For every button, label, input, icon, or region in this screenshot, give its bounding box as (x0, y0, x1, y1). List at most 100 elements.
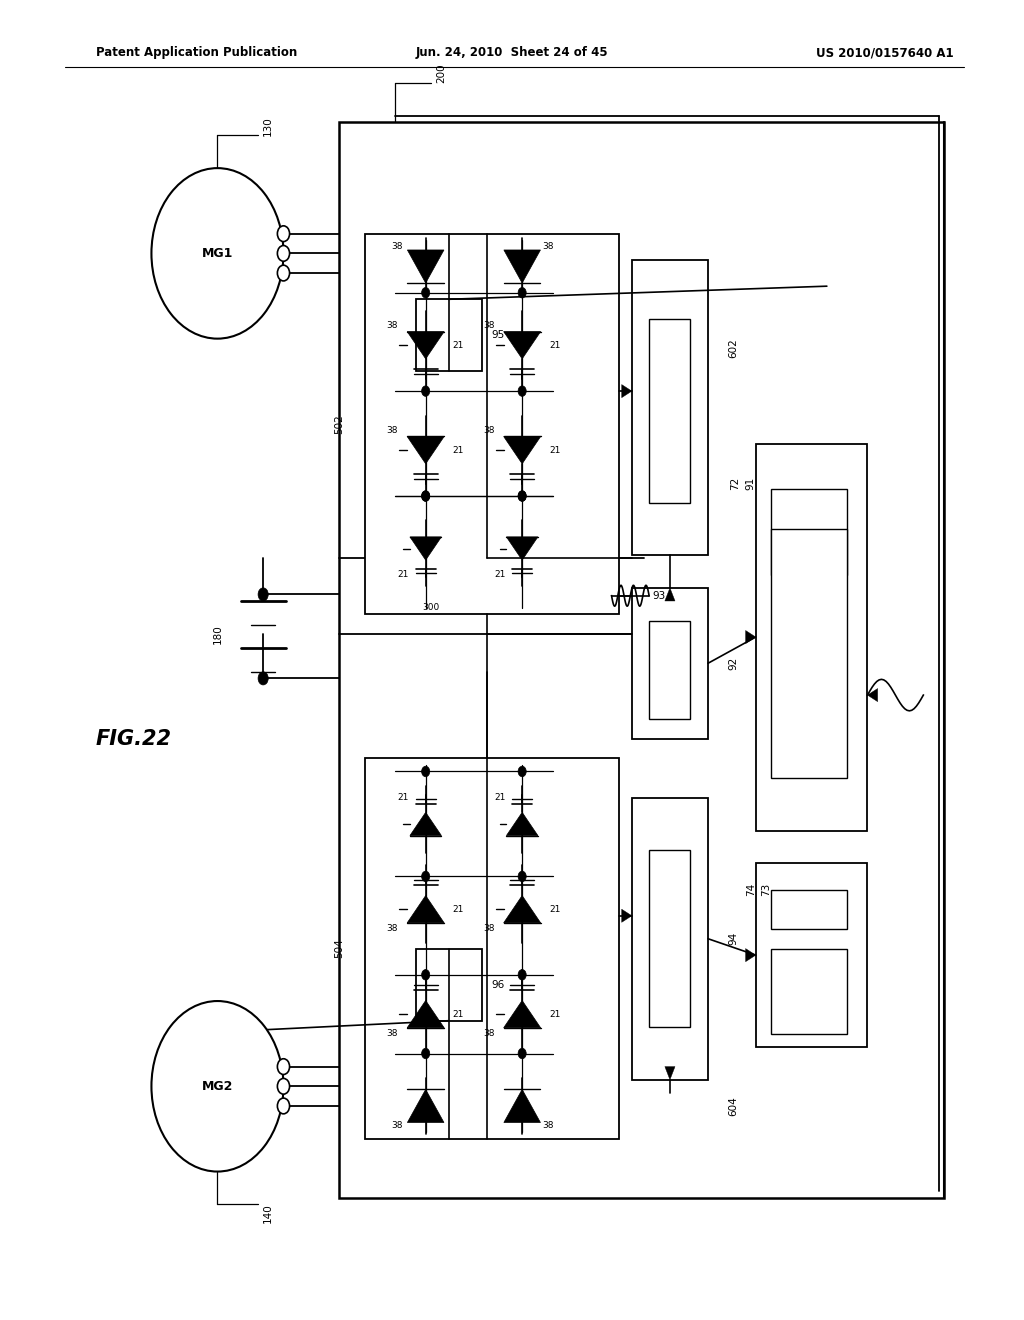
Text: 300: 300 (422, 603, 439, 612)
Polygon shape (504, 437, 541, 463)
Circle shape (518, 385, 526, 396)
Text: Patent Application Publication: Patent Application Publication (95, 46, 297, 59)
Text: 38: 38 (483, 924, 495, 933)
Text: 38: 38 (391, 243, 403, 251)
Polygon shape (504, 249, 541, 282)
Text: 73: 73 (761, 883, 771, 896)
Text: 21: 21 (453, 341, 464, 350)
Polygon shape (504, 1001, 541, 1028)
Bar (339, 123, 944, 1197)
Text: 38: 38 (542, 1121, 553, 1130)
Polygon shape (504, 331, 541, 359)
Text: 21: 21 (453, 446, 464, 454)
Text: 602: 602 (728, 339, 738, 358)
Text: US 2010/0157640 A1: US 2010/0157640 A1 (816, 46, 953, 59)
Text: 502: 502 (335, 414, 344, 434)
Circle shape (422, 385, 430, 396)
Text: 38: 38 (386, 1030, 398, 1039)
Circle shape (518, 491, 526, 502)
Bar (771, 949, 847, 1034)
Polygon shape (507, 812, 538, 836)
Circle shape (518, 1048, 526, 1059)
Text: 140: 140 (263, 1204, 273, 1224)
Circle shape (278, 265, 290, 281)
Text: MG1: MG1 (202, 247, 233, 260)
Text: FIG.22: FIG.22 (95, 729, 172, 748)
Circle shape (422, 871, 430, 882)
Text: 72: 72 (730, 477, 740, 490)
Text: 95: 95 (492, 330, 505, 341)
Text: 38: 38 (391, 1121, 403, 1130)
Text: MG2: MG2 (202, 1080, 233, 1093)
Text: 38: 38 (542, 243, 553, 251)
Text: 130: 130 (263, 116, 273, 136)
Circle shape (278, 226, 290, 242)
Polygon shape (665, 1067, 675, 1080)
Text: 504: 504 (335, 939, 344, 958)
Text: Jun. 24, 2010  Sheet 24 of 45: Jun. 24, 2010 Sheet 24 of 45 (416, 46, 608, 59)
Text: 180: 180 (212, 624, 222, 644)
Polygon shape (410, 812, 441, 836)
Polygon shape (665, 587, 675, 601)
Circle shape (258, 587, 268, 601)
Circle shape (152, 168, 284, 339)
Circle shape (518, 871, 526, 882)
Polygon shape (745, 949, 756, 962)
Text: 38: 38 (386, 924, 398, 933)
Polygon shape (408, 437, 444, 463)
Polygon shape (504, 895, 541, 923)
Polygon shape (622, 384, 632, 397)
Bar (771, 890, 847, 929)
Bar (649, 850, 690, 1027)
Circle shape (518, 288, 526, 298)
Text: 96: 96 (492, 979, 505, 990)
Bar (416, 300, 481, 371)
Bar (632, 260, 708, 556)
Text: 38: 38 (386, 321, 398, 330)
Text: 604: 604 (728, 1096, 738, 1115)
Circle shape (422, 491, 430, 502)
Polygon shape (507, 537, 538, 560)
Text: 38: 38 (483, 426, 495, 436)
Text: 21: 21 (549, 904, 560, 913)
Bar (649, 319, 690, 503)
Text: 21: 21 (397, 793, 409, 803)
Bar (756, 444, 867, 830)
Text: 92: 92 (728, 656, 738, 671)
Circle shape (518, 491, 526, 502)
Bar (649, 620, 690, 719)
Polygon shape (408, 1001, 444, 1028)
Text: 21: 21 (549, 341, 560, 350)
Text: 21: 21 (397, 570, 409, 579)
Polygon shape (504, 1089, 541, 1122)
Polygon shape (408, 331, 444, 359)
Text: 38: 38 (386, 426, 398, 436)
Text: 91: 91 (745, 477, 756, 490)
Polygon shape (622, 909, 632, 923)
Text: 74: 74 (745, 883, 756, 896)
Circle shape (278, 1059, 290, 1074)
Circle shape (278, 246, 290, 261)
Text: 38: 38 (483, 1030, 495, 1039)
Bar (771, 490, 847, 574)
Bar (416, 949, 481, 1020)
Circle shape (422, 1048, 430, 1059)
Circle shape (152, 1001, 284, 1172)
Polygon shape (867, 689, 878, 702)
Text: 38: 38 (483, 321, 495, 330)
Polygon shape (408, 895, 444, 923)
Bar (632, 797, 708, 1080)
Circle shape (422, 766, 430, 776)
Bar (632, 587, 708, 739)
Circle shape (278, 1098, 290, 1114)
Polygon shape (745, 631, 756, 644)
Bar (771, 529, 847, 777)
Circle shape (278, 1078, 290, 1094)
Text: 21: 21 (549, 446, 560, 454)
Bar (365, 759, 618, 1139)
Polygon shape (408, 1089, 444, 1122)
Circle shape (258, 672, 268, 685)
Text: 200: 200 (436, 63, 445, 83)
Text: 21: 21 (453, 904, 464, 913)
Bar (365, 234, 618, 614)
